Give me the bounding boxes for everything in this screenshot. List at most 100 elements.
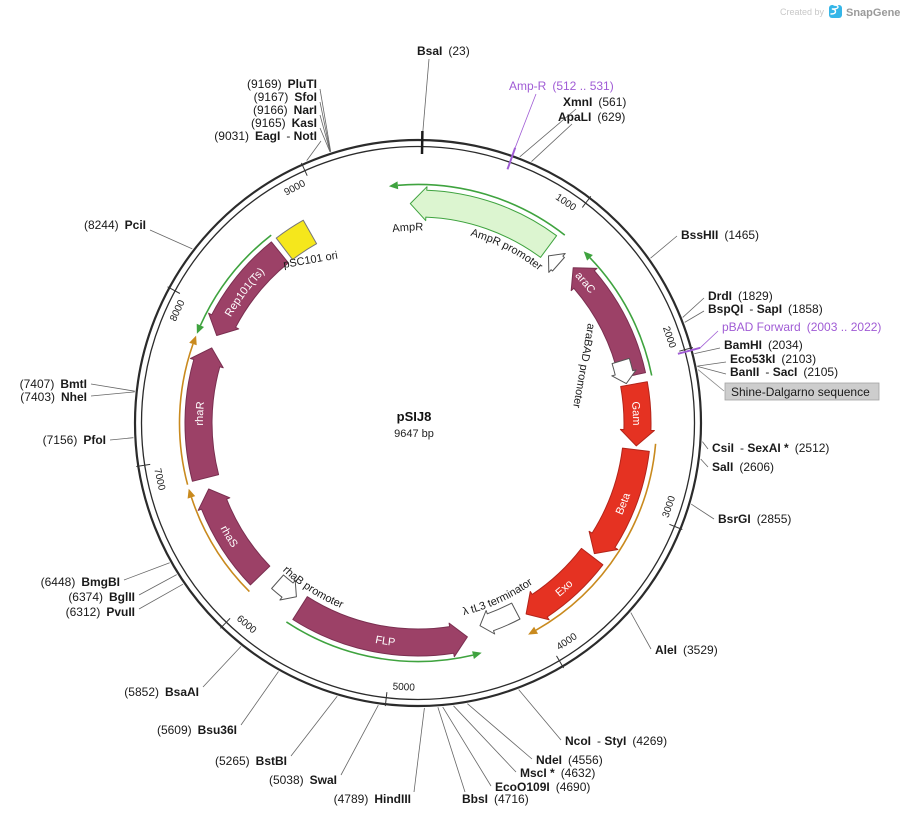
watermark-brand: SnapGene <box>846 7 900 19</box>
leader-line <box>683 298 704 317</box>
site-BsaI: BsaI (23) <box>417 44 470 154</box>
scale-label-3000: 3000 <box>661 494 679 519</box>
site-BanII-SacI: BanII - SacI (2105) <box>697 365 838 379</box>
leader-line <box>651 236 678 258</box>
feature-ampr <box>410 187 556 258</box>
site-NcoI-StyI: NcoI - StyI (4269) <box>519 690 667 748</box>
site-label: SalI (2606) <box>712 460 774 474</box>
plasmid-size: 9647 bp <box>394 428 434 440</box>
leader-line <box>422 59 429 138</box>
plasmid-title: pSIJ8 <box>397 409 432 424</box>
site-label: XmnI (561) <box>563 95 626 109</box>
site-label: (5609) Bsu36I <box>157 723 237 737</box>
watermark: Created by SnapGene <box>780 5 900 19</box>
scale-label-9000: 9000 <box>283 178 308 198</box>
site-Eco53kI: Eco53kI (2103) <box>697 352 816 366</box>
site-SwaI: (5038) SwaI <box>269 705 378 787</box>
site-SalI: SalI (2606) <box>701 459 774 474</box>
feature-label-gam: Gam <box>629 401 642 426</box>
site-label: BanII - SacI (2105) <box>730 365 838 379</box>
site-label: (6312) PvuII <box>66 605 135 619</box>
site-label: Eco53kI (2103) <box>730 352 816 366</box>
site-label: (9167) SfoI <box>254 90 317 104</box>
site-label: (6374) BglII <box>68 590 135 604</box>
site-EcoO109I: EcoO109I (4690) <box>443 707 591 794</box>
restriction-sites: BsaI (23) Amp-R (512 .. 531) XmnI (561)Apa… <box>20 44 882 806</box>
leader-line <box>443 707 491 786</box>
site-label: AleI (3529) <box>655 643 718 657</box>
site-label: DrdI (1829) <box>708 289 773 303</box>
scale-label-2000: 2000 <box>660 325 678 350</box>
leader-line <box>631 613 651 649</box>
leader-line <box>124 563 170 580</box>
site-label: (5038) SwaI <box>269 773 337 787</box>
leader-line <box>701 459 708 467</box>
leader-line <box>139 584 183 609</box>
leader-line <box>203 646 241 687</box>
site-label: ApaLI (629) <box>558 110 625 124</box>
leader-line <box>291 696 337 756</box>
orf-arc-head <box>188 489 196 499</box>
site-tick <box>508 148 516 170</box>
leader-line <box>700 331 718 348</box>
site-label: BbsI (4716) <box>462 792 529 806</box>
orf-arc-head <box>389 181 398 189</box>
leader-line <box>139 575 177 595</box>
site-BsaAI: (5852) BsaAI <box>124 646 241 699</box>
leader-line <box>150 230 192 249</box>
site-label: (9165) KasI <box>251 116 317 130</box>
orf-arc-head <box>472 651 482 659</box>
site-label: (7156) PfoI <box>43 433 106 447</box>
leader-line <box>697 362 726 366</box>
leader-line <box>414 708 424 792</box>
site-EagI-NotI: (9031) EagI - NotI <box>214 129 321 161</box>
scale-label-8000: 8000 <box>168 298 188 323</box>
site-label: (7407) BmtI <box>20 377 87 391</box>
site-BmgBI: (6448) BmgBI <box>41 563 170 589</box>
leader-line <box>702 442 708 449</box>
site-label: (9166) NarI <box>253 103 317 117</box>
site-label: (4789) HindIII <box>334 792 411 806</box>
site-label: Amp-R (512 .. 531) <box>509 79 614 93</box>
leader-line <box>91 392 135 396</box>
site-HindIII: (4789) HindIII <box>334 708 425 806</box>
site-PciI: (8244) PciI <box>84 218 192 249</box>
snapgene-logo-icon <box>829 5 842 18</box>
site-Amp-R: Amp-R (512 .. 531) <box>508 79 614 169</box>
feature-label-ampr: AmpR <box>392 221 424 235</box>
site-label: BsaI (23) <box>417 44 470 58</box>
leader-line <box>515 94 536 148</box>
site-label: (6448) BmgBI <box>41 575 120 589</box>
watermark-created-by: Created by <box>780 7 825 17</box>
site-PfoI: (7156) PfoI <box>43 433 134 447</box>
site-NheI: (7403) NheI <box>20 390 134 404</box>
leader-line <box>454 706 517 772</box>
site-label: (9031) EagI - NotI <box>214 129 317 143</box>
site-ApaLI: ApaLI (629) <box>532 110 626 162</box>
site-CsiI-SexAI: CsiI - SexAI * (2512) <box>702 441 829 455</box>
site-label: BspQI - SapI (1858) <box>708 302 823 316</box>
leader-line <box>438 707 465 792</box>
orf-arc-head <box>189 336 197 346</box>
feature-ampr-promoter <box>549 254 566 273</box>
site-label: (9169) PluTI <box>247 77 317 91</box>
leader-line <box>341 705 378 775</box>
site-XmnI: XmnI (561) <box>520 95 627 157</box>
site-label: Shine-Dalgarno sequence <box>731 385 870 399</box>
site-label: (5265) BstBI <box>215 754 287 768</box>
site-label: MscI * (4632) <box>520 766 595 780</box>
site-BssHII: BssHII (1465) <box>651 228 760 258</box>
scale-tick <box>220 618 230 628</box>
site-label: BssHII (1465) <box>681 228 759 242</box>
scale-label-5000: 5000 <box>392 682 415 694</box>
site-BmtI: (7407) BmtI <box>20 377 135 391</box>
site-label: BamHI (2034) <box>724 338 803 352</box>
feature-flp <box>293 597 468 657</box>
leader-line <box>241 672 279 726</box>
site-BsrGI: BsrGI (2855) <box>691 504 791 526</box>
leader-line <box>110 438 133 440</box>
site-Bsu36I: (5609) Bsu36I <box>157 672 279 738</box>
site-AleI: AleI (3529) <box>631 613 718 657</box>
